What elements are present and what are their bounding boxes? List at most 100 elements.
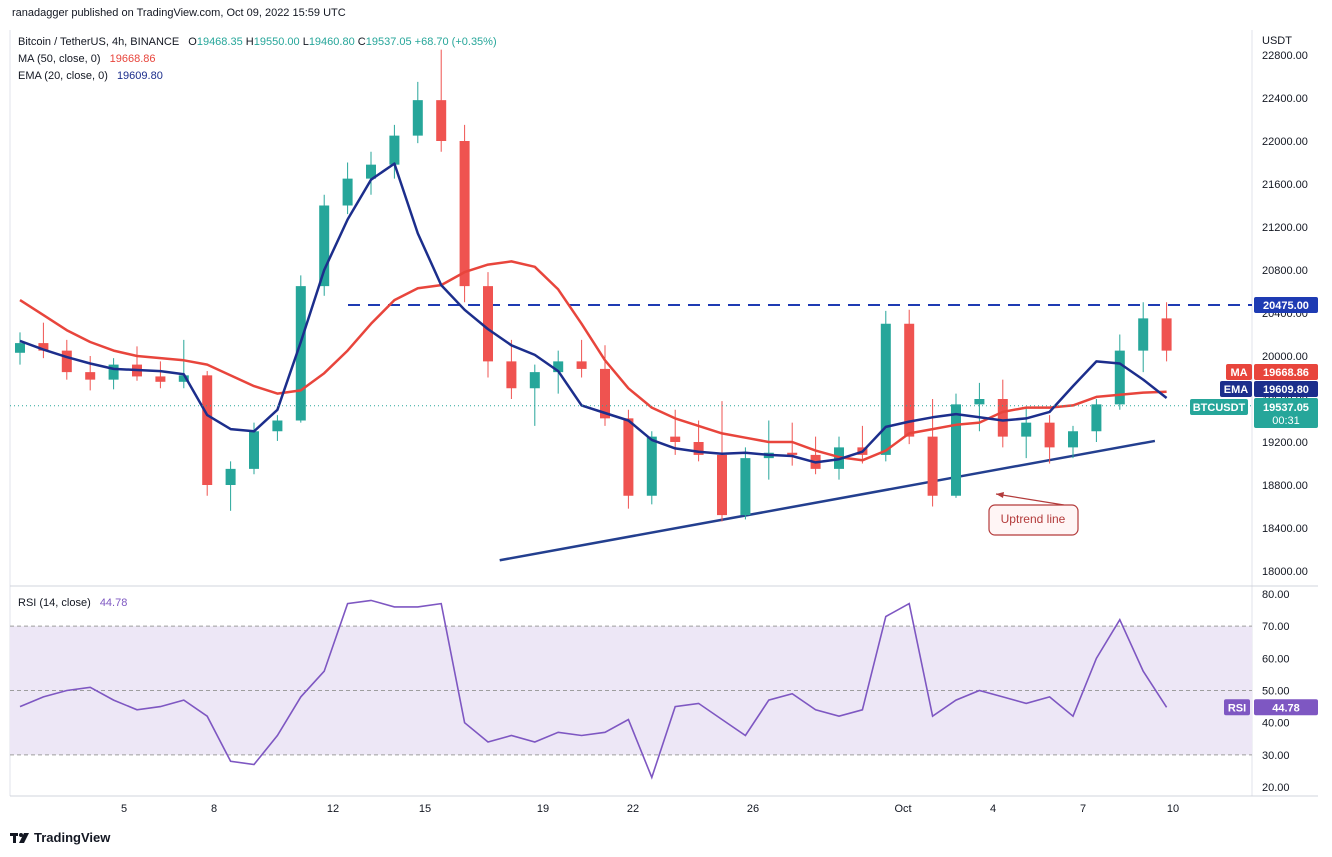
candle-body <box>483 286 493 362</box>
btc-tag-value-bg <box>1254 398 1318 428</box>
time-tick-label: 4 <box>990 803 996 815</box>
candle-body <box>436 100 447 141</box>
btc-tag-value: 19537.05 <box>1263 402 1309 414</box>
ma-line[interactable] <box>19 260 1167 462</box>
candle-body <box>974 399 985 405</box>
annotation-text: Uptrend line <box>1001 512 1066 526</box>
candle-body <box>38 343 49 351</box>
time-tick-label: 19 <box>537 803 549 815</box>
price-tick-label: 21200.00 <box>1262 222 1308 234</box>
candle-body <box>1114 350 1125 405</box>
rsi-band <box>10 626 1252 755</box>
rsi-tick-label: 40.00 <box>1262 718 1290 730</box>
ema-legend-label: EMA (20, close, 0) <box>18 70 108 82</box>
ma-tag-value: 19668.86 <box>1263 367 1309 379</box>
price-tick-label: 20000.00 <box>1262 351 1308 363</box>
candle-body <box>997 399 1008 437</box>
annotation-box[interactable] <box>988 504 1079 536</box>
symbol-legend: Bitcoin / TetherUS, 4h, BINANCE O19468.3… <box>18 36 497 48</box>
btc-countdown: 00:31 <box>1272 415 1300 427</box>
price-tick-label: 18400.00 <box>1262 523 1308 535</box>
candle-body <box>225 468 236 485</box>
uptrend-line[interactable] <box>499 439 1156 562</box>
candle-body <box>249 431 259 469</box>
ma-legend-value: 19668.86 <box>109 53 156 65</box>
candle-body <box>15 343 25 353</box>
ma-tag-value-bg <box>1254 364 1318 380</box>
candle-body <box>646 436 657 496</box>
rsi-tag-label-bg <box>1224 699 1250 716</box>
time-tick-label: 7 <box>1080 803 1086 815</box>
candle-body <box>178 375 189 382</box>
time-tick-label: 5 <box>121 803 127 815</box>
ma-legend-label: MA (50, close, 0) <box>18 53 101 65</box>
change-value: +68.70 (+0.35%) <box>414 36 497 48</box>
rsi-tag-value-bg <box>1254 699 1318 716</box>
candle-body <box>1044 422 1055 448</box>
time-tick-label: 10 <box>1167 803 1179 815</box>
candle-body <box>880 323 891 455</box>
candle-body <box>108 364 119 380</box>
rsi-tick-label: 20.00 <box>1262 782 1290 794</box>
candle-body <box>459 141 470 287</box>
price-tick-label: 21600.00 <box>1262 179 1308 191</box>
close-value: 19537.05 <box>365 36 412 48</box>
price-tick-label: 20800.00 <box>1262 265 1308 277</box>
tradingview-brand: TradingView <box>34 830 111 845</box>
time-tick-label: 22 <box>627 803 639 815</box>
candle-body <box>506 361 517 389</box>
open-key: O <box>188 36 197 48</box>
annotation-arrow <box>995 493 1065 506</box>
rsi-legend-value: 44.78 <box>99 597 128 609</box>
high-value: 19550.00 <box>253 36 300 48</box>
candle-body <box>366 164 376 179</box>
open-value: 19468.35 <box>196 36 243 48</box>
time-tick-label: 15 <box>419 803 431 815</box>
candle-body <box>529 372 540 389</box>
tradingview-logo-icon <box>10 832 29 843</box>
price-tick-label: 19200.00 <box>1262 437 1308 449</box>
price-tick-label: 18000.00 <box>1262 566 1308 578</box>
low-key: L <box>302 36 309 48</box>
time-tick-label: 12 <box>327 803 339 815</box>
ema-line[interactable] <box>19 162 1168 464</box>
rsi-tag-value: 44.78 <box>1272 702 1300 714</box>
rsi-tick-label: 70.00 <box>1262 621 1290 633</box>
price-axis-unit: USDT <box>1262 35 1292 47</box>
close-key: C <box>357 36 366 48</box>
price-tick-label: 22800.00 <box>1262 50 1308 62</box>
ohlc-values: O19468.35 H19550.00 L19460.80 C19537.05 … <box>188 36 496 48</box>
candle-body <box>927 436 938 496</box>
candles <box>15 49 1172 522</box>
rsi-tick-label: 60.00 <box>1262 653 1290 665</box>
ma-tag-label: MA <box>1230 367 1247 379</box>
tradingview-footer[interactable]: TradingView <box>10 830 110 845</box>
resistance-tag-bg <box>1254 296 1318 313</box>
rsi-legend[interactable]: RSI (14, close) 44.78 <box>18 597 127 609</box>
candle-body <box>951 404 961 496</box>
candle-body <box>1161 318 1172 351</box>
candle-body <box>295 286 306 421</box>
ma-legend[interactable]: MA (50, close, 0) 19668.86 <box>18 53 156 65</box>
candle-body <box>576 361 587 369</box>
rsi-tick-label: 50.00 <box>1262 686 1290 698</box>
resistance-tag: 20475.00 <box>1263 300 1309 312</box>
rsi-line[interactable] <box>19 599 1168 780</box>
ema-tag-label: EMA <box>1224 384 1249 396</box>
ma-tag-label-bg <box>1226 364 1252 380</box>
price-tick-label: 22000.00 <box>1262 136 1308 148</box>
high-key: H <box>245 36 254 48</box>
time-tick-label: Oct <box>894 803 911 815</box>
ema-legend[interactable]: EMA (20, close, 0) 19609.80 <box>18 70 163 82</box>
candle-body <box>740 458 751 516</box>
candle-body <box>1021 422 1032 437</box>
candle-body <box>553 361 564 373</box>
publisher-line: ranadagger published on TradingView.com,… <box>12 7 346 19</box>
candle-body <box>600 368 610 419</box>
candle-body <box>85 372 96 380</box>
candle-body <box>155 376 166 382</box>
candle-body <box>787 452 798 455</box>
rsi-tick-label: 30.00 <box>1262 750 1290 762</box>
low-value: 19460.80 <box>308 36 355 48</box>
symbol-title[interactable]: Bitcoin / TetherUS, 4h, BINANCE <box>18 36 180 48</box>
